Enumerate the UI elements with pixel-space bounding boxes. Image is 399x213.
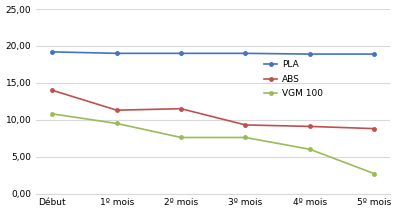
PLA [179,52,184,55]
ABS [243,124,248,126]
PLA [243,52,248,55]
PLA [50,51,55,53]
ABS [179,107,184,110]
PLA [114,52,119,55]
VGM 100 [372,172,377,175]
ABS [308,125,312,128]
Line: ABS: ABS [51,89,376,130]
PLA [372,53,377,55]
Line: PLA: PLA [51,50,376,56]
VGM 100 [243,136,248,139]
Legend: PLA, ABS, VGM 100: PLA, ABS, VGM 100 [260,57,326,102]
ABS [114,109,119,111]
ABS [372,127,377,130]
ABS [50,89,55,92]
PLA [308,53,312,55]
VGM 100 [308,148,312,151]
Line: VGM 100: VGM 100 [51,112,376,175]
VGM 100 [179,136,184,139]
VGM 100 [50,113,55,115]
VGM 100 [114,122,119,125]
